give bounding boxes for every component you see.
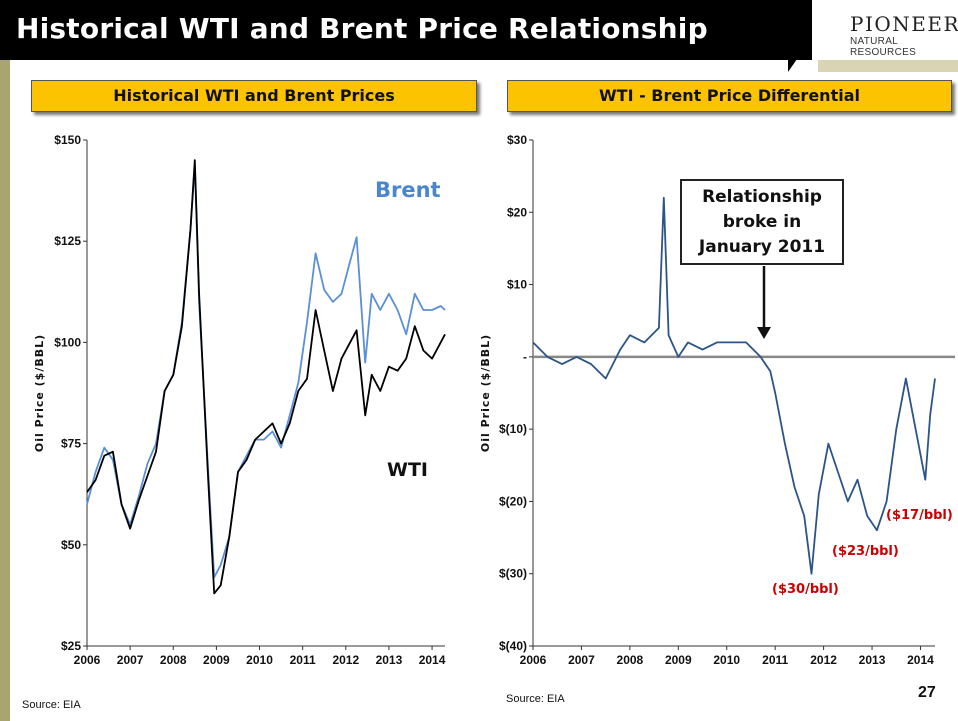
logo-subtitle: NATURAL RESOURCES — [850, 36, 917, 58]
callout-line-1: Relationship — [702, 187, 822, 207]
page-number: 27 — [918, 684, 936, 701]
right-chart-header: WTI - Brent Price Differential — [507, 80, 952, 112]
callout-line-2: broke in — [722, 212, 802, 232]
brent-series-label: Brent — [375, 178, 441, 202]
left-accent-bar — [0, 60, 10, 721]
x-tick-label: 2007 — [117, 653, 144, 667]
y-tick-label: $(30) — [499, 567, 527, 581]
x-tick-label: 2011 — [290, 653, 316, 667]
x-tick-label: 2010 — [713, 653, 740, 667]
x-tick-label: 2008 — [617, 653, 644, 667]
x-tick-label: 2013 — [859, 653, 886, 667]
y-tick-label: - — [523, 350, 527, 364]
wti-series-label: WTI — [387, 459, 428, 481]
series-line-wti-brent — [532, 196, 936, 575]
y-tick-label: $150 — [54, 133, 81, 147]
x-tick-label: 2012 — [332, 653, 359, 667]
y-tick-label: $20 — [507, 205, 527, 219]
x-tick-label: 2009 — [203, 653, 230, 667]
y-tick-label: $10 — [507, 278, 527, 292]
logo-band — [818, 60, 958, 72]
series-line-wti — [86, 159, 446, 595]
left-source-note: Source: EIA — [22, 699, 81, 711]
annotation-23-bbl: ($23/bbl) — [832, 544, 899, 559]
x-tick-label: 2014 — [419, 653, 446, 667]
annotation-30-bbl: ($30/bbl) — [772, 582, 839, 597]
x-tick-label: 2009 — [665, 653, 692, 667]
x-tick-label: 2006 — [74, 653, 101, 667]
y-tick-label: $25 — [61, 639, 81, 653]
y-axis-label: Oil Price ($/BBL) — [480, 334, 492, 452]
y-tick-label: $75 — [61, 437, 81, 451]
y-tick-label: $(40) — [499, 639, 527, 653]
left-chart-header: Historical WTI and Brent Prices — [31, 80, 477, 112]
y-axis-label: Oil Price ($/BBL) — [33, 334, 46, 452]
right-source-note: Source: EIA — [506, 693, 565, 705]
slide-title: Historical WTI and Brent Price Relations… — [16, 12, 708, 45]
y-tick-label: $125 — [54, 234, 81, 248]
logo-wordmark: PIONEER — [850, 12, 958, 36]
callout-arrow-head — [757, 327, 771, 339]
x-tick-label: 2012 — [810, 653, 837, 667]
annotation-17-bbl: ($17/bbl) — [886, 508, 953, 523]
y-tick-label: $(10) — [499, 422, 527, 436]
callout-line-3: January 2011 — [698, 237, 826, 257]
x-tick-label: 2007 — [568, 653, 595, 667]
y-tick-label: $50 — [61, 538, 81, 552]
y-tick-label: $(20) — [499, 494, 527, 508]
relationship-callout: Relationship broke in January 2011 — [680, 179, 844, 265]
series-line-brent — [86, 163, 446, 579]
price-history-chart: $25 $50 $75 $100 $125 $150 2006 2007 2008 2009 201… — [33, 133, 446, 667]
y-tick-label: $100 — [54, 335, 81, 349]
x-tick-label: 2011 — [762, 653, 788, 667]
y-tick-label: $30 — [507, 133, 527, 147]
x-tick-label: 2010 — [246, 653, 273, 667]
x-tick-label: 2008 — [160, 653, 187, 667]
price-differential-chart: $(40) $(30) $(20) $(10) - $10 $20 $30 2006 2007 20… — [480, 133, 955, 667]
x-tick-label: 2014 — [907, 653, 934, 667]
x-tick-label: 2013 — [376, 653, 403, 667]
x-tick-label: 2006 — [520, 653, 547, 667]
